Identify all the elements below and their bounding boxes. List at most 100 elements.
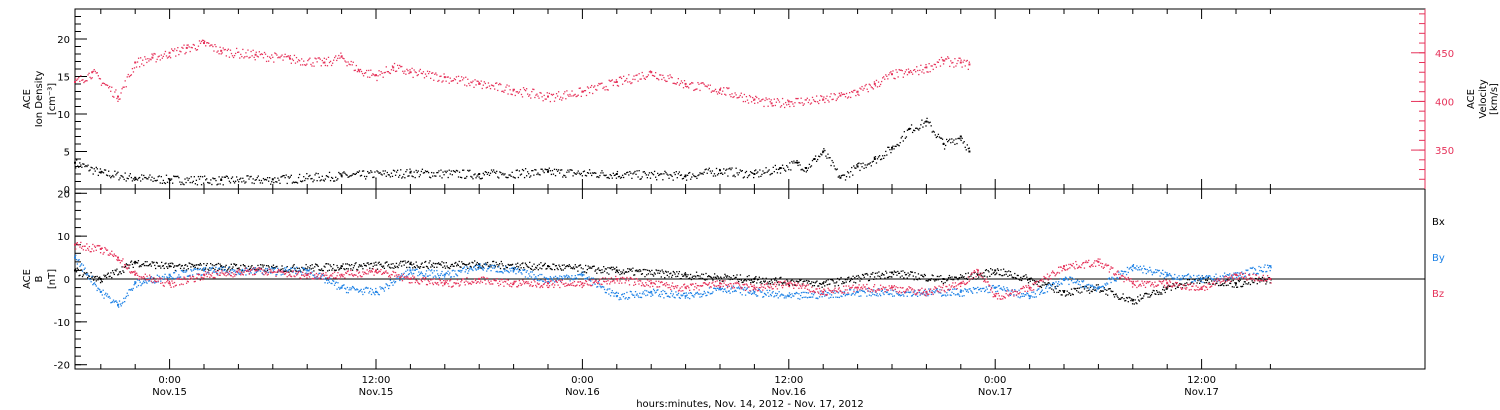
data-point [572, 278, 575, 281]
data-point [1101, 285, 1104, 287]
data-point [211, 264, 214, 266]
data-point [302, 180, 304, 182]
data-point [517, 262, 519, 264]
data-point [115, 89, 117, 91]
data-point [518, 270, 521, 272]
data-point [765, 294, 767, 296]
data-point [762, 277, 764, 280]
data-point [516, 91, 518, 93]
data-point [1008, 290, 1010, 292]
data-point [539, 91, 541, 94]
data-point [760, 291, 762, 293]
data-point [671, 295, 674, 297]
data-point [1060, 282, 1062, 284]
data-point [656, 77, 658, 80]
data-point [155, 261, 158, 264]
data-point [1188, 277, 1190, 280]
data-point [931, 274, 933, 276]
data-point [581, 282, 584, 285]
data-point [562, 278, 564, 280]
data-point [688, 292, 690, 294]
data-point [234, 180, 237, 182]
data-point [605, 174, 607, 176]
data-point [479, 262, 481, 265]
data-point [919, 69, 921, 71]
data-point [913, 291, 915, 293]
data-point [511, 171, 513, 173]
data-point [1248, 282, 1250, 284]
data-point [703, 171, 705, 173]
data-point [828, 157, 830, 159]
data-point [816, 280, 818, 282]
data-point [1042, 281, 1044, 283]
data-point [399, 279, 401, 282]
data-point [339, 268, 341, 270]
data-point [971, 291, 973, 293]
data-point [548, 265, 550, 268]
data-point [255, 51, 257, 53]
data-point [378, 261, 380, 263]
data-point [881, 272, 883, 275]
data-point [259, 267, 261, 269]
data-point [770, 173, 772, 175]
data-point [845, 92, 848, 95]
data-point [488, 85, 491, 87]
data-point [559, 265, 561, 268]
data-point [820, 283, 822, 285]
data-point [1223, 284, 1225, 287]
data-point [676, 81, 678, 84]
data-point [133, 271, 135, 273]
data-point [232, 56, 235, 59]
data-point [694, 89, 696, 91]
data-point [772, 105, 774, 107]
data-point [1004, 270, 1006, 273]
data-point [796, 161, 799, 164]
data-point [411, 264, 413, 266]
data-point [79, 80, 81, 83]
data-point [729, 278, 731, 281]
data-point [1254, 269, 1257, 271]
data-point [1032, 279, 1034, 282]
data-point [139, 278, 141, 280]
data-point [778, 291, 780, 293]
data-point [516, 169, 518, 171]
data-point [429, 260, 431, 262]
data-point [793, 292, 796, 295]
data-point [598, 283, 601, 285]
data-point [782, 167, 785, 170]
data-point [186, 275, 189, 277]
data-point [669, 74, 671, 76]
data-point [328, 61, 331, 64]
data-point [833, 282, 835, 284]
data-point [555, 264, 558, 267]
data-point [271, 54, 273, 56]
data-point [620, 176, 623, 179]
data-point [751, 292, 754, 294]
data-point [303, 268, 306, 271]
data-point [154, 282, 156, 284]
data-point [164, 273, 166, 275]
data-point [631, 270, 633, 272]
data-point [360, 288, 362, 291]
data-point [334, 282, 337, 284]
data-point [409, 262, 411, 264]
data-point [856, 278, 859, 280]
data-point [1165, 288, 1167, 290]
data-point [401, 65, 403, 68]
data-point [536, 279, 539, 282]
data-point [893, 77, 895, 79]
data-point [951, 62, 953, 64]
data-point [193, 264, 195, 267]
data-point [606, 289, 608, 291]
data-point [1223, 272, 1226, 274]
data-point [380, 288, 382, 290]
data-point [223, 49, 225, 51]
data-point [1067, 294, 1069, 296]
data-point [136, 61, 139, 63]
data-point [506, 84, 508, 86]
data-point [801, 283, 803, 285]
data-point [579, 173, 581, 176]
data-point [611, 290, 613, 292]
data-point [1102, 285, 1104, 288]
data-point [942, 63, 945, 65]
